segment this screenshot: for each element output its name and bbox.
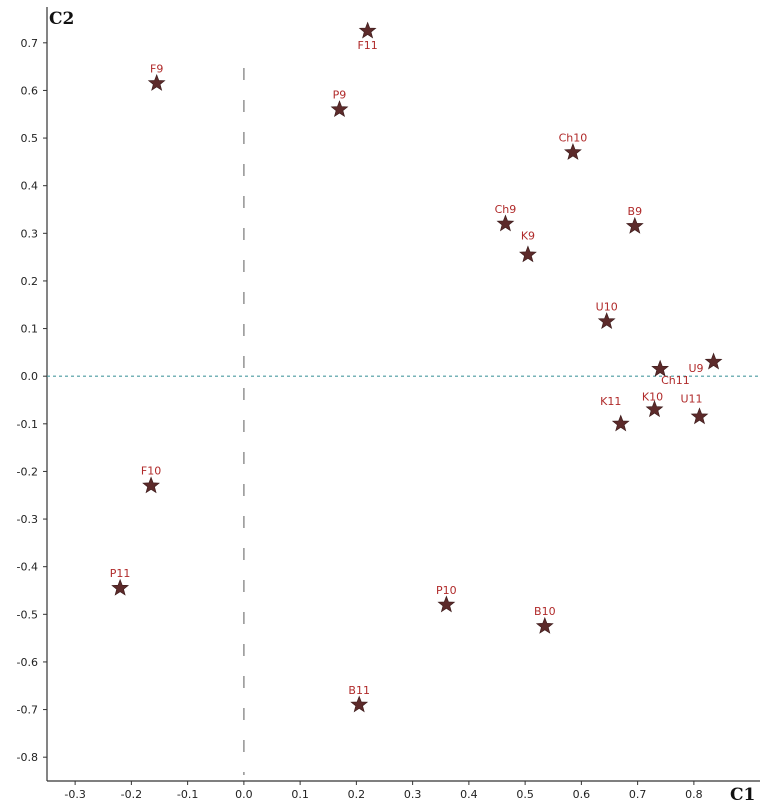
x-tick-label: -0.2 xyxy=(121,788,142,801)
x-tick-label: -0.3 xyxy=(64,788,85,801)
point-label: K9 xyxy=(521,230,535,243)
data-point: P9 xyxy=(330,88,349,118)
point-label: U10 xyxy=(596,300,618,313)
y-tick-label: 0.4 xyxy=(21,180,39,193)
y-tick-label: 0.0 xyxy=(21,370,39,383)
x-tick-label: 0.8 xyxy=(685,788,703,801)
point-label: B10 xyxy=(534,605,556,618)
data-point: B11 xyxy=(348,684,370,713)
reference-lines xyxy=(47,68,760,775)
data-point: B9 xyxy=(625,205,644,234)
x-axis-label: C1 xyxy=(730,785,755,805)
star-marker xyxy=(611,414,630,432)
star-marker xyxy=(142,476,160,494)
x-tick-label: -0.1 xyxy=(177,788,198,801)
point-label: Ch9 xyxy=(495,203,517,216)
data-point: K11 xyxy=(600,395,630,432)
x-tick-label: 0.7 xyxy=(629,788,647,801)
star-marker xyxy=(651,359,670,377)
data-point: Ch9 xyxy=(495,203,517,232)
data-point: P10 xyxy=(436,584,457,613)
y-axis-label: C2 xyxy=(49,9,74,29)
point-label: B9 xyxy=(628,205,643,218)
star-marker xyxy=(147,73,166,91)
data-point: Ch10 xyxy=(559,131,588,160)
star-marker xyxy=(564,143,582,160)
x-tick-label: 0.3 xyxy=(404,788,422,801)
y-tick-label: 0.3 xyxy=(21,227,39,240)
point-label: P11 xyxy=(110,567,131,580)
star-marker xyxy=(358,21,377,39)
data-point: U10 xyxy=(596,300,618,329)
y-tick-label: 0.2 xyxy=(21,275,39,288)
y-tick-label: 0.7 xyxy=(21,37,39,50)
data-point: F11 xyxy=(357,21,378,52)
point-label: P9 xyxy=(333,88,347,101)
point-label: F10 xyxy=(141,465,161,478)
star-marker xyxy=(625,216,644,234)
star-marker xyxy=(645,400,664,418)
point-label: K11 xyxy=(600,395,621,408)
y-tick-label: -0.2 xyxy=(17,465,38,478)
data-point: U9 xyxy=(689,352,723,375)
point-label: P10 xyxy=(436,584,457,597)
point-label: Ch11 xyxy=(661,374,690,387)
star-marker xyxy=(597,312,616,329)
data-point: B10 xyxy=(534,605,556,634)
y-tick-label: -0.1 xyxy=(17,418,38,431)
data-point: K9 xyxy=(519,230,537,263)
data-point: F9 xyxy=(147,62,166,91)
y-tick-label: 0.6 xyxy=(21,84,39,97)
point-label: U9 xyxy=(689,362,704,375)
y-tick-label: -0.8 xyxy=(17,751,38,764)
point-label: Ch10 xyxy=(559,131,588,144)
y-tick-label: -0.3 xyxy=(17,513,38,526)
x-tick-label: 0.5 xyxy=(516,788,534,801)
data-point: Ch11 xyxy=(651,359,690,387)
x-tick-label: 0.6 xyxy=(573,788,591,801)
star-marker xyxy=(704,352,723,370)
x-tick-label: 0.4 xyxy=(460,788,478,801)
x-tick-label: 0.0 xyxy=(235,788,253,801)
plot-frame xyxy=(46,7,760,782)
y-tick-label: -0.7 xyxy=(17,704,38,717)
y-tick-label: -0.6 xyxy=(17,656,38,669)
x-tick-label: 0.1 xyxy=(291,788,309,801)
star-marker xyxy=(690,407,709,425)
star-marker xyxy=(496,214,515,232)
data-point: K10 xyxy=(642,391,664,418)
star-marker xyxy=(519,245,537,263)
y-tick-label: 0.1 xyxy=(21,323,39,336)
data-point: U11 xyxy=(680,393,709,425)
x-axis-ticks: -0.3 -0.2 -0.1 0.0 0.1 0.2 0.3 0.4 0.5 0.6 0.7 0.8 xyxy=(64,781,703,801)
star-marker xyxy=(437,595,456,613)
x-tick-label: 0.2 xyxy=(348,788,366,801)
y-axis-ticks: 0.7 0.6 0.5 0.4 0.3 0.2 0.1 0.0 -0.1 -0.2 -0.3 -0.4… xyxy=(17,37,47,764)
point-label: K10 xyxy=(642,391,663,404)
point-label: F9 xyxy=(150,62,163,75)
point-label: U11 xyxy=(680,393,702,406)
point-label: B11 xyxy=(348,684,370,697)
point-label: F11 xyxy=(357,39,377,52)
y-tick-label: 0.5 xyxy=(21,132,39,145)
star-marker xyxy=(111,578,130,596)
data-point: F10 xyxy=(141,465,161,494)
star-marker xyxy=(350,695,369,713)
data-point: P11 xyxy=(110,567,131,596)
y-tick-label: -0.4 xyxy=(17,561,38,574)
star-marker xyxy=(535,616,554,634)
y-tick-label: -0.5 xyxy=(17,608,38,621)
star-marker xyxy=(330,100,349,118)
